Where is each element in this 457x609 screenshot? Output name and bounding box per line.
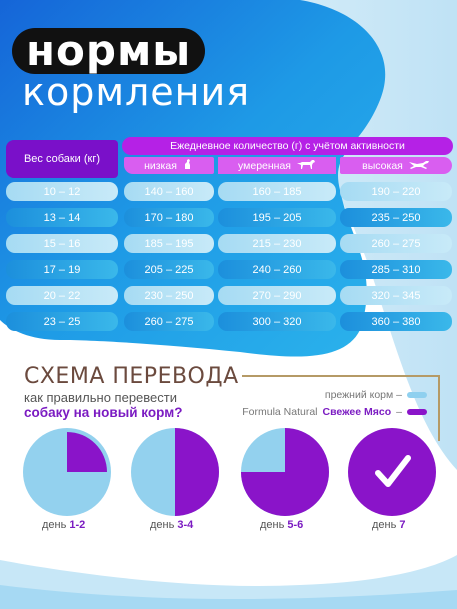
day-word: день (42, 519, 67, 531)
legend-new-prefix: Formula Natural (242, 406, 318, 418)
pie-slice-new (175, 428, 219, 516)
dog-running-icon (408, 158, 430, 173)
scheme-question-line-2: собаку на новый корм? (24, 405, 183, 420)
amount-cell: 170 – 180 (124, 208, 214, 227)
day-word: день (260, 519, 285, 531)
day-range: 5-6 (287, 519, 304, 531)
legend-old-label: прежний корм – (324, 389, 402, 401)
weight-cell: 23 – 25 (6, 312, 118, 331)
amount-cell: 160 – 185 (218, 182, 336, 201)
amount-cell: 270 – 290 (218, 286, 336, 305)
legend-frame (242, 375, 440, 441)
activity-medium-label: умеренная (238, 159, 291, 172)
amount-cell: 235 – 250 (340, 208, 452, 227)
transition-pie-1 (23, 428, 111, 516)
daily-amount-header: Ежедневное количество (г) с учётом актив… (122, 137, 453, 155)
weight-cell: 17 – 19 (6, 260, 118, 279)
feeding-table: Вес собаки (кг) Ежедневное количество (г… (6, 137, 453, 331)
amount-cell: 190 – 220 (340, 182, 452, 201)
amount-cell: 195 – 205 (218, 208, 336, 227)
scheme-question-line-1: как правильно перевести (24, 390, 177, 405)
dog-walking-icon (296, 158, 316, 173)
day-label-4: день 7 (372, 519, 405, 531)
amount-cell: 215 – 230 (218, 234, 336, 253)
amount-cell: 360 – 380 (340, 312, 452, 331)
title-line-2: кормления (22, 70, 251, 114)
amount-cell: 285 – 310 (340, 260, 452, 279)
pie-slice-new (241, 428, 329, 516)
weight-cell: 15 – 16 (6, 234, 118, 253)
day-range: 7 (399, 519, 406, 531)
legend-old-swatch (407, 392, 427, 398)
transition-pies (23, 428, 436, 516)
day-word: день (150, 519, 175, 531)
legend-new-swatch (407, 409, 427, 415)
amount-cell: 230 – 250 (124, 286, 214, 305)
amount-cell: 300 – 320 (218, 312, 336, 331)
activity-low-label: низкая (144, 159, 177, 172)
legend-old-food: прежний корм – (325, 389, 427, 401)
amount-cell: 240 – 260 (218, 260, 336, 279)
activity-medium-header: умеренная (218, 157, 336, 174)
weight-header: Вес собаки (кг) (6, 140, 118, 178)
activity-high-label: высокая (362, 159, 403, 172)
day-label-3: день 5-6 (260, 519, 303, 531)
transition-pie-3 (241, 428, 329, 516)
day-range: 3-4 (177, 519, 194, 531)
scheme-title: СХЕМА ПЕРЕВОДА (24, 364, 239, 389)
amount-cell: 320 – 345 (340, 286, 452, 305)
weight-cell: 10 – 12 (6, 182, 118, 201)
amount-cell: 205 – 225 (124, 260, 214, 279)
legend-new-food: Formula Natural Свежее Мясо – (242, 406, 427, 418)
day-word: день (372, 519, 397, 531)
pie-slice-new (67, 432, 107, 472)
checkmark-icon (375, 455, 411, 487)
amount-cell: 260 – 275 (340, 234, 452, 253)
weight-cell: 13 – 14 (6, 208, 118, 227)
amount-cell: 140 – 160 (124, 182, 214, 201)
dog-sitting-icon (182, 158, 194, 173)
transition-pie-2 (131, 428, 219, 516)
pie-slice-new (348, 428, 436, 516)
transition-pie-4 (348, 428, 436, 516)
amount-cell: 185 – 195 (124, 234, 214, 253)
amount-cell: 260 – 275 (124, 312, 214, 331)
activity-high-header: высокая (340, 157, 452, 174)
legend-new-bold: Свежее Мясо (322, 406, 392, 418)
activity-low-header: низкая (124, 157, 214, 174)
title-line-1: нормы (12, 28, 206, 74)
day-label-1: день 1-2 (42, 519, 85, 531)
weight-cell: 20 – 22 (6, 286, 118, 305)
day-range: 1-2 (69, 519, 86, 531)
legend-new-suffix: – (396, 406, 402, 418)
day-label-2: день 3-4 (150, 519, 193, 531)
